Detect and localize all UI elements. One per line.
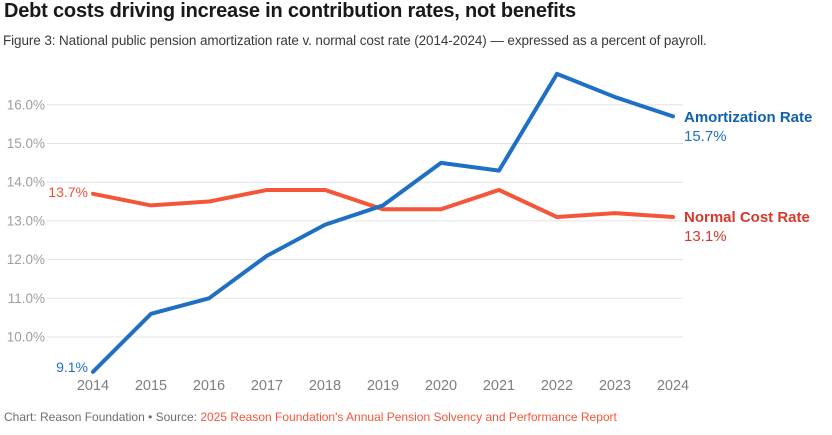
y-axis-tick-label: 13.0% bbox=[7, 213, 45, 228]
normal-cost-start-label: 13.7% bbox=[48, 184, 88, 200]
chart-title: Debt costs driving increase in contribut… bbox=[4, 0, 576, 22]
x-axis-tick-label: 2023 bbox=[599, 378, 631, 394]
x-axis-tick-label: 2022 bbox=[541, 378, 573, 394]
x-axis-tick-label: 2019 bbox=[367, 378, 399, 394]
chart-subtitle: Figure 3: National public pension amorti… bbox=[3, 33, 707, 48]
legend-normal-cost: Normal Cost Rate 13.1% bbox=[684, 208, 810, 246]
legend-amortization: Amortization Rate 15.7% bbox=[684, 108, 812, 146]
y-axis-tick-label: 14.0% bbox=[7, 175, 45, 190]
y-axis-tick-label: 11.0% bbox=[8, 291, 45, 306]
chart-footer: Chart: Reason Foundation • Source: 2025 … bbox=[4, 410, 617, 424]
x-axis-tick-label: 2024 bbox=[657, 378, 689, 394]
x-axis-tick-label: 2020 bbox=[425, 378, 457, 394]
chart-area: 10.0% 11.0% 12.0% 13.0% 14.0% 15.0% 16.0% 2014 2… bbox=[0, 60, 832, 400]
footer-credit: Chart: Reason Foundation • Source: bbox=[4, 410, 201, 424]
legend-normal-cost-value: 13.1% bbox=[684, 228, 727, 245]
amortization-start-label: 9.1% bbox=[56, 359, 88, 375]
y-axis-tick-label: 10.0% bbox=[7, 330, 45, 345]
y-axis-tick-label: 12.0% bbox=[7, 252, 45, 267]
y-axis-tick-label: 16.0% bbox=[7, 97, 45, 112]
y-axis-tick-label: 15.0% bbox=[7, 136, 45, 151]
x-axis-tick-label: 2014 bbox=[77, 378, 109, 394]
x-axis-tick-label: 2021 bbox=[483, 378, 515, 394]
source-link[interactable]: 2025 Reason Foundation's Annual Pension … bbox=[200, 410, 617, 424]
legend-amortization-value: 15.7% bbox=[684, 128, 727, 145]
amortization-rate-line bbox=[91, 71, 675, 374]
x-axis-tick-label: 2018 bbox=[309, 378, 341, 394]
chart-canvas: 10.0% 11.0% 12.0% 13.0% 14.0% 15.0% 16.0% 2014 2… bbox=[7, 71, 689, 394]
x-axis-tick-label: 2015 bbox=[135, 378, 167, 394]
normal-cost-rate-line bbox=[91, 187, 675, 220]
x-axis-tick-label: 2017 bbox=[251, 378, 283, 394]
legend-amortization-label: Amortization Rate bbox=[684, 109, 813, 126]
legend-normal-cost-label: Normal Cost Rate bbox=[684, 209, 810, 226]
x-axis-tick-label: 2016 bbox=[193, 378, 225, 394]
